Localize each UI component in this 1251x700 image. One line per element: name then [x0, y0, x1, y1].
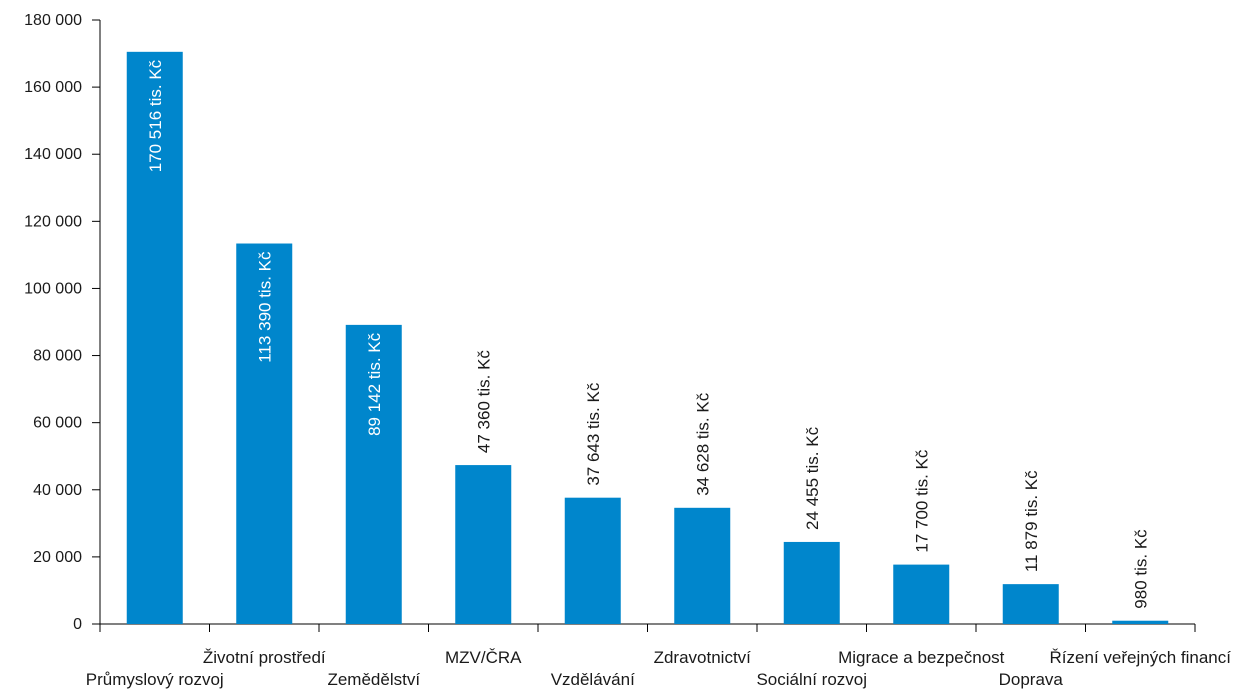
y-tick-label: 0	[73, 616, 82, 633]
bar	[1112, 620, 1169, 624]
bars	[126, 51, 1169, 624]
y-tick-label: 160 000	[24, 79, 82, 96]
bar	[674, 507, 731, 624]
x-category-label: Migrace a bezpečnost	[838, 648, 1005, 667]
bar-data-label: 89 142 tis. Kč	[365, 332, 384, 436]
y-tick-label: 100 000	[24, 280, 82, 297]
bar-data-label: 34 628 tis. Kč	[693, 392, 712, 496]
bar-data-label: 17 700 tis. Kč	[912, 449, 931, 553]
y-tick-label: 20 000	[33, 549, 82, 566]
y-tick-label: 60 000	[33, 415, 82, 432]
bar	[345, 324, 402, 624]
x-category-label: Zemědělství	[327, 670, 420, 689]
bar-data-label: 37 643 tis. Kč	[584, 382, 603, 486]
bar-data-label: 980 tis. Kč	[1131, 529, 1150, 609]
bar	[236, 243, 293, 624]
bar-data-label: 47 360 tis. Kč	[474, 350, 493, 454]
x-axis	[99, 623, 1196, 632]
x-category-labels: Průmyslový rozvoj Životní prostředíZemědě…	[86, 648, 1231, 689]
y-tick-label: 40 000	[33, 482, 82, 499]
y-axis: 0 20 000 40 000 60 000 80 000 100 000 120 000 1…	[24, 12, 101, 633]
bar-data-label: 11 879 tis. Kč	[1022, 470, 1041, 572]
x-category-label: Sociální rozvoj	[756, 670, 867, 689]
y-tick-label: 180 000	[24, 12, 82, 29]
y-tick-label: 120 000	[24, 213, 82, 230]
x-category-label: Zdravotnictví	[654, 648, 752, 667]
x-category-label: Vzdělávání	[551, 670, 635, 689]
bar-data-labels: 170 516 tis. Kč 113 390 tis. Kč 89 142 tis…	[146, 59, 1151, 608]
x-category-label: MZV/ČRA	[445, 648, 522, 667]
bar-data-label: 113 390 tis. Kč	[255, 251, 274, 363]
x-category-label: Životní prostředí	[203, 648, 326, 667]
bar-data-label: 170 516 tis. Kč	[146, 59, 165, 172]
bar	[564, 497, 621, 624]
bar	[455, 465, 512, 624]
y-tick-label: 80 000	[33, 348, 82, 365]
bar	[893, 564, 950, 624]
y-tick-label: 140 000	[24, 146, 82, 163]
x-category-label: Řízení veřejných financí	[1050, 648, 1232, 667]
bar	[783, 541, 840, 624]
x-category-label: Průmyslový rozvoj	[86, 670, 224, 689]
bar-data-label: 24 455 tis. Kč	[803, 426, 822, 530]
bar	[126, 51, 183, 624]
x-category-label: Doprava	[999, 670, 1064, 689]
bar	[1002, 584, 1059, 624]
